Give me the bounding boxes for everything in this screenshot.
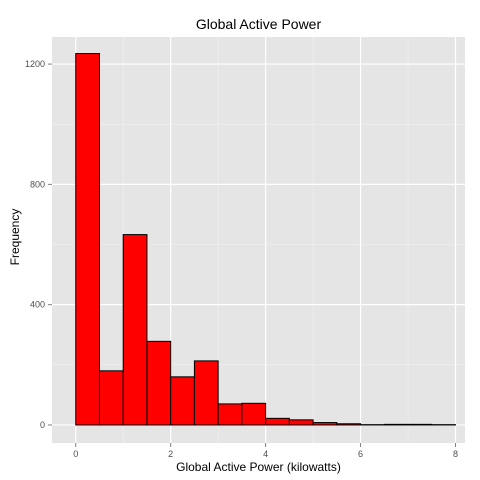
y-axis-label: Frequency — [8, 209, 22, 266]
histogram-bar — [146, 340, 172, 426]
x-axis-label: Global Active Power (kilowatts) — [176, 460, 341, 474]
chart-title: Global Active Power — [196, 16, 322, 32]
y-tick-label: 400 — [30, 300, 45, 310]
histogram-bar — [288, 419, 314, 426]
histogram-bar — [98, 370, 124, 426]
x-tick-label: 6 — [358, 449, 363, 459]
y-tick-label: 0 — [40, 420, 45, 430]
x-tick-label: 8 — [453, 449, 458, 459]
x-tick-label: 2 — [168, 449, 173, 459]
histogram-bar — [407, 423, 433, 426]
y-axis-ticks: 0 400 800 1200 — [25, 59, 52, 430]
histogram-bar — [170, 376, 195, 426]
x-tick-label: 4 — [263, 449, 268, 459]
x-axis-ticks: 0 2 4 6 8 — [73, 443, 458, 459]
histogram-bar — [217, 403, 243, 426]
x-tick-label: 0 — [73, 449, 78, 459]
histogram-bar — [312, 422, 338, 426]
histogram-bar — [336, 423, 362, 426]
bars — [75, 53, 457, 426]
histogram-bar — [75, 53, 100, 426]
histogram-bar — [241, 402, 267, 426]
histogram-bar — [265, 417, 290, 426]
y-tick-label: 800 — [30, 179, 45, 189]
histogram-bar — [193, 360, 219, 426]
histogram-bar — [122, 234, 148, 426]
y-tick-label: 1200 — [25, 59, 45, 69]
histogram-bar — [383, 423, 409, 426]
